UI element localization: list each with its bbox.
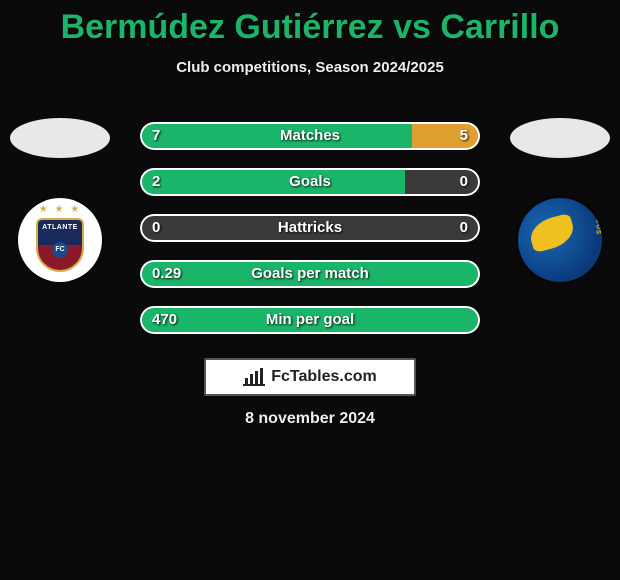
stat-row: 470Min per goal — [140, 306, 480, 334]
club-badge-right: DORADOS — [518, 198, 602, 282]
badge-right-text: DORADOS — [595, 198, 601, 235]
stat-bars: 75Matches 20Goals 00Hattricks 0.29Goals per… — [140, 122, 480, 352]
stat-label: Goals — [140, 168, 480, 196]
date-line: 8 november 2024 — [0, 410, 620, 428]
brand-text: FcTables.com — [271, 368, 377, 386]
player-left-column: ★ ★ ★ ATLANTE FC — [0, 118, 120, 282]
stat-label: Matches — [140, 122, 480, 150]
badge-left-text: ATLANTE — [18, 224, 102, 231]
page-title: Bermúdez Gutiérrez vs Carrillo — [0, 0, 620, 47]
brand-box: FcTables.com — [204, 358, 416, 396]
brand-chart-icon — [243, 368, 265, 386]
player-right-column: DORADOS — [500, 118, 620, 282]
stat-label: Goals per match — [140, 260, 480, 288]
player-right-silhouette — [510, 118, 610, 158]
club-badge-left: ★ ★ ★ ATLANTE FC — [18, 198, 102, 282]
player-left-silhouette — [10, 118, 110, 158]
stat-label: Min per goal — [140, 306, 480, 334]
stat-label: Hattricks — [140, 214, 480, 242]
badge-right-fish-icon — [527, 213, 577, 253]
stat-row: 20Goals — [140, 168, 480, 196]
badge-left-fc-icon: FC — [52, 242, 68, 258]
stat-row: 75Matches — [140, 122, 480, 150]
badge-left-stars-icon: ★ ★ ★ — [18, 204, 102, 215]
stat-row: 00Hattricks — [140, 214, 480, 242]
subtitle: Club competitions, Season 2024/2025 — [0, 59, 620, 76]
stat-row: 0.29Goals per match — [140, 260, 480, 288]
